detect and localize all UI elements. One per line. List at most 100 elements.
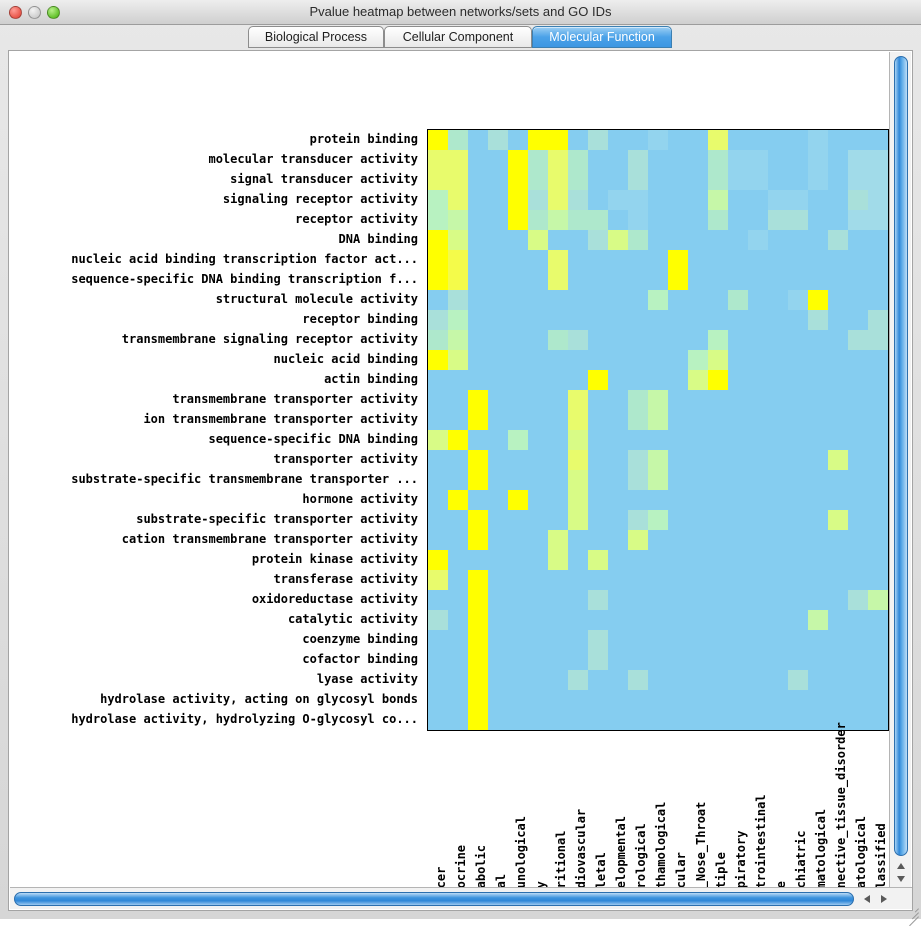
heatmap-cell[interactable] — [548, 250, 568, 270]
heatmap-cell[interactable] — [848, 390, 868, 410]
heatmap-cell[interactable] — [508, 150, 528, 170]
heatmap-cell[interactable] — [728, 530, 748, 550]
heatmap-cell[interactable] — [568, 130, 588, 150]
heatmap-cell[interactable] — [468, 690, 488, 710]
heatmap-cell[interactable] — [708, 490, 728, 510]
heatmap-cell[interactable] — [788, 650, 808, 670]
heatmap-cell[interactable] — [628, 630, 648, 650]
heatmap-cell[interactable] — [448, 610, 468, 630]
heatmap-cell[interactable] — [448, 190, 468, 210]
heatmap-cell[interactable] — [428, 330, 448, 350]
heatmap-cell[interactable] — [568, 710, 588, 730]
heatmap-cell[interactable] — [728, 310, 748, 330]
heatmap-cell[interactable] — [808, 370, 828, 390]
heatmap-cell[interactable] — [828, 250, 848, 270]
heatmap-cell[interactable] — [768, 650, 788, 670]
heatmap-cell[interactable] — [708, 130, 728, 150]
heatmap-cell[interactable] — [588, 130, 608, 150]
heatmap-cell[interactable] — [808, 210, 828, 230]
heatmap-cell[interactable] — [508, 370, 528, 390]
heatmap-cell[interactable] — [628, 570, 648, 590]
heatmap-cell[interactable] — [468, 390, 488, 410]
heatmap-cell[interactable] — [668, 470, 688, 490]
heatmap-cell[interactable] — [708, 590, 728, 610]
heatmap-cell[interactable] — [748, 390, 768, 410]
heatmap-cell[interactable] — [728, 490, 748, 510]
heatmap-cell[interactable] — [488, 330, 508, 350]
heatmap-cell[interactable] — [808, 470, 828, 490]
heatmap-cell[interactable] — [548, 330, 568, 350]
heatmap-cell[interactable] — [628, 470, 648, 490]
heatmap-cell[interactable] — [828, 550, 848, 570]
heatmap-cell[interactable] — [508, 330, 528, 350]
heatmap-cell[interactable] — [448, 250, 468, 270]
heatmap-cell[interactable] — [588, 230, 608, 250]
heatmap-cell[interactable] — [648, 170, 668, 190]
heatmap-cell[interactable] — [728, 410, 748, 430]
heatmap-cell[interactable] — [808, 190, 828, 210]
heatmap-cell[interactable] — [728, 370, 748, 390]
heatmap-cell[interactable] — [648, 490, 668, 510]
heatmap-cell[interactable] — [768, 370, 788, 390]
heatmap-cell[interactable] — [768, 310, 788, 330]
heatmap-cell[interactable] — [488, 350, 508, 370]
heatmap-cell[interactable] — [488, 690, 508, 710]
heatmap-cell[interactable] — [608, 350, 628, 370]
heatmap-cell[interactable] — [588, 210, 608, 230]
heatmap-cell[interactable] — [748, 190, 768, 210]
heatmap-cell[interactable] — [708, 450, 728, 470]
heatmap-cell[interactable] — [848, 210, 868, 230]
heatmap-cell[interactable] — [648, 390, 668, 410]
heatmap-cell[interactable] — [688, 290, 708, 310]
heatmap-cell[interactable] — [768, 130, 788, 150]
heatmap-cell[interactable] — [828, 630, 848, 650]
heatmap-cell[interactable] — [508, 670, 528, 690]
heatmap-cell[interactable] — [428, 710, 448, 730]
heatmap-cell[interactable] — [868, 410, 888, 430]
heatmap-cell[interactable] — [528, 550, 548, 570]
heatmap-cell[interactable] — [668, 650, 688, 670]
heatmap-cell[interactable] — [708, 250, 728, 270]
heatmap-cell[interactable] — [548, 350, 568, 370]
heatmap-cell[interactable] — [508, 650, 528, 670]
heatmap-cell[interactable] — [488, 410, 508, 430]
heatmap-cell[interactable] — [688, 550, 708, 570]
heatmap-cell[interactable] — [668, 430, 688, 450]
heatmap-cell[interactable] — [768, 270, 788, 290]
heatmap-cell[interactable] — [728, 430, 748, 450]
heatmap-cell[interactable] — [788, 370, 808, 390]
heatmap-cell[interactable] — [868, 430, 888, 450]
heatmap-cell[interactable] — [808, 330, 828, 350]
heatmap-cell[interactable] — [808, 550, 828, 570]
heatmap-cell[interactable] — [448, 350, 468, 370]
heatmap-cell[interactable] — [608, 330, 628, 350]
heatmap-cell[interactable] — [708, 410, 728, 430]
heatmap-cell[interactable] — [568, 310, 588, 330]
heatmap-cell[interactable] — [728, 570, 748, 590]
heatmap-cell[interactable] — [528, 350, 548, 370]
heatmap-cell[interactable] — [728, 690, 748, 710]
heatmap-cell[interactable] — [548, 150, 568, 170]
heatmap-cell[interactable] — [668, 170, 688, 190]
heatmap-cell[interactable] — [588, 270, 608, 290]
heatmap-cell[interactable] — [468, 590, 488, 610]
heatmap-cell[interactable] — [828, 370, 848, 390]
heatmap-cell[interactable] — [808, 150, 828, 170]
heatmap-cell[interactable] — [788, 250, 808, 270]
heatmap-cell[interactable] — [548, 410, 568, 430]
heatmap-cell[interactable] — [708, 370, 728, 390]
heatmap-cell[interactable] — [568, 670, 588, 690]
heatmap-cell[interactable] — [528, 570, 548, 590]
heatmap-cell[interactable] — [588, 530, 608, 550]
heatmap-cell[interactable] — [668, 450, 688, 470]
heatmap-cell[interactable] — [468, 610, 488, 630]
heatmap-cell[interactable] — [868, 270, 888, 290]
heatmap-cell[interactable] — [588, 150, 608, 170]
heatmap-cell[interactable] — [708, 350, 728, 370]
heatmap-cell[interactable] — [468, 630, 488, 650]
heatmap-cell[interactable] — [448, 510, 468, 530]
heatmap-cell[interactable] — [448, 470, 468, 490]
heatmap-cell[interactable] — [508, 430, 528, 450]
heatmap-cell[interactable] — [668, 210, 688, 230]
heatmap-cell[interactable] — [648, 470, 668, 490]
